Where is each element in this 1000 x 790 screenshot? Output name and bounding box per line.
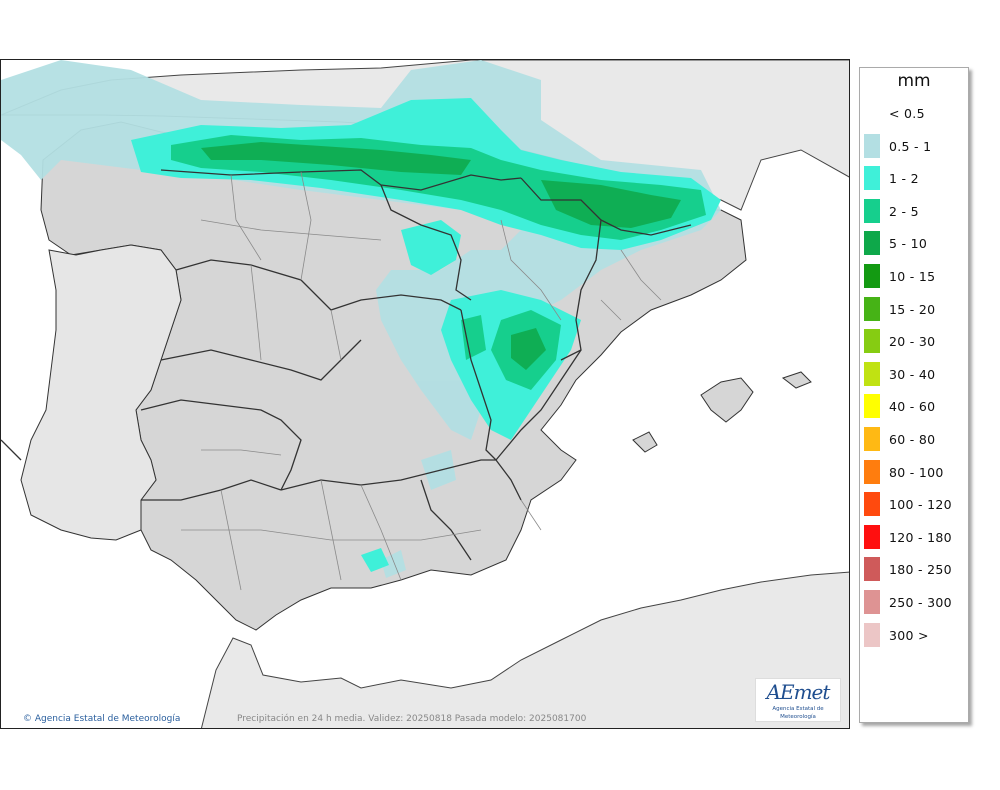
precipitation-map: © Agencia Estatal de Meteorología Precip… xyxy=(0,59,850,729)
copyright-text: © Agencia Estatal de Meteorología xyxy=(23,714,180,724)
legend-label: 2 - 5 xyxy=(889,203,919,219)
menorca xyxy=(781,371,812,389)
legend-swatch xyxy=(864,524,880,549)
logo-subtitle: Agencia Estatal de Meteorología xyxy=(772,706,824,720)
legend-label: 40 - 60 xyxy=(889,399,936,415)
validity-caption: Precipitación en 24 h media. Validez: 20… xyxy=(237,714,587,724)
region-borders xyxy=(1,169,692,561)
province-borders xyxy=(181,171,662,591)
ibiza xyxy=(632,431,658,453)
legend-swatch xyxy=(864,590,880,614)
copyright-label: Agencia Estatal de Meteorología xyxy=(34,714,181,724)
legend-label: 300 > xyxy=(889,627,929,643)
precip-5-10 xyxy=(201,142,681,370)
logo-word: AEmet xyxy=(766,680,831,704)
legend-swatch xyxy=(864,264,880,288)
map-canvas xyxy=(1,60,849,728)
legend-swatch xyxy=(864,361,880,386)
legend-label: 20 - 30 xyxy=(889,334,936,350)
legend-swatch xyxy=(864,459,880,484)
legend-label: 100 - 120 xyxy=(889,497,952,513)
legend-swatch xyxy=(864,166,880,191)
legend-label: 180 - 250 xyxy=(889,562,952,578)
precipitation-legend: mm < 0.5 0.5 - 1 1 - 2 2 - 5 5 - 10 10 - 15 15… xyxy=(859,67,969,723)
legend-swatch xyxy=(864,296,880,321)
copyright-icon: © xyxy=(23,714,32,724)
legend-swatch xyxy=(864,133,880,158)
legend-label: 80 - 100 xyxy=(889,464,944,480)
legend-swatch xyxy=(864,198,880,223)
legend-title: mm xyxy=(897,71,931,91)
legend-label: 250 - 300 xyxy=(889,595,952,610)
legend-label: 120 - 180 xyxy=(889,529,952,545)
legend-label: 10 - 15 xyxy=(889,269,936,284)
africa-land xyxy=(200,571,849,728)
legend-swatch xyxy=(864,329,880,354)
portugal-land xyxy=(20,244,182,541)
legend-swatch xyxy=(864,231,880,256)
legend-label: 15 - 20 xyxy=(889,301,936,317)
legend-swatch xyxy=(864,622,880,647)
legend-label: < 0.5 xyxy=(889,106,925,121)
legend-swatch xyxy=(864,101,880,125)
legend-swatch xyxy=(864,394,880,419)
legend-label: 0.5 - 1 xyxy=(889,138,932,154)
legend-label: 30 - 40 xyxy=(889,366,936,382)
legend-swatch xyxy=(864,492,880,517)
legend-label: 60 - 80 xyxy=(889,432,936,447)
legend-swatch xyxy=(864,557,880,582)
aemet-logo: AEmet Agencia Estatal de Meteorología xyxy=(755,678,841,722)
legend-label: 5 - 10 xyxy=(889,236,928,252)
legend-swatch xyxy=(864,427,880,451)
mallorca xyxy=(700,377,754,423)
legend-label: 1 - 2 xyxy=(889,171,919,187)
